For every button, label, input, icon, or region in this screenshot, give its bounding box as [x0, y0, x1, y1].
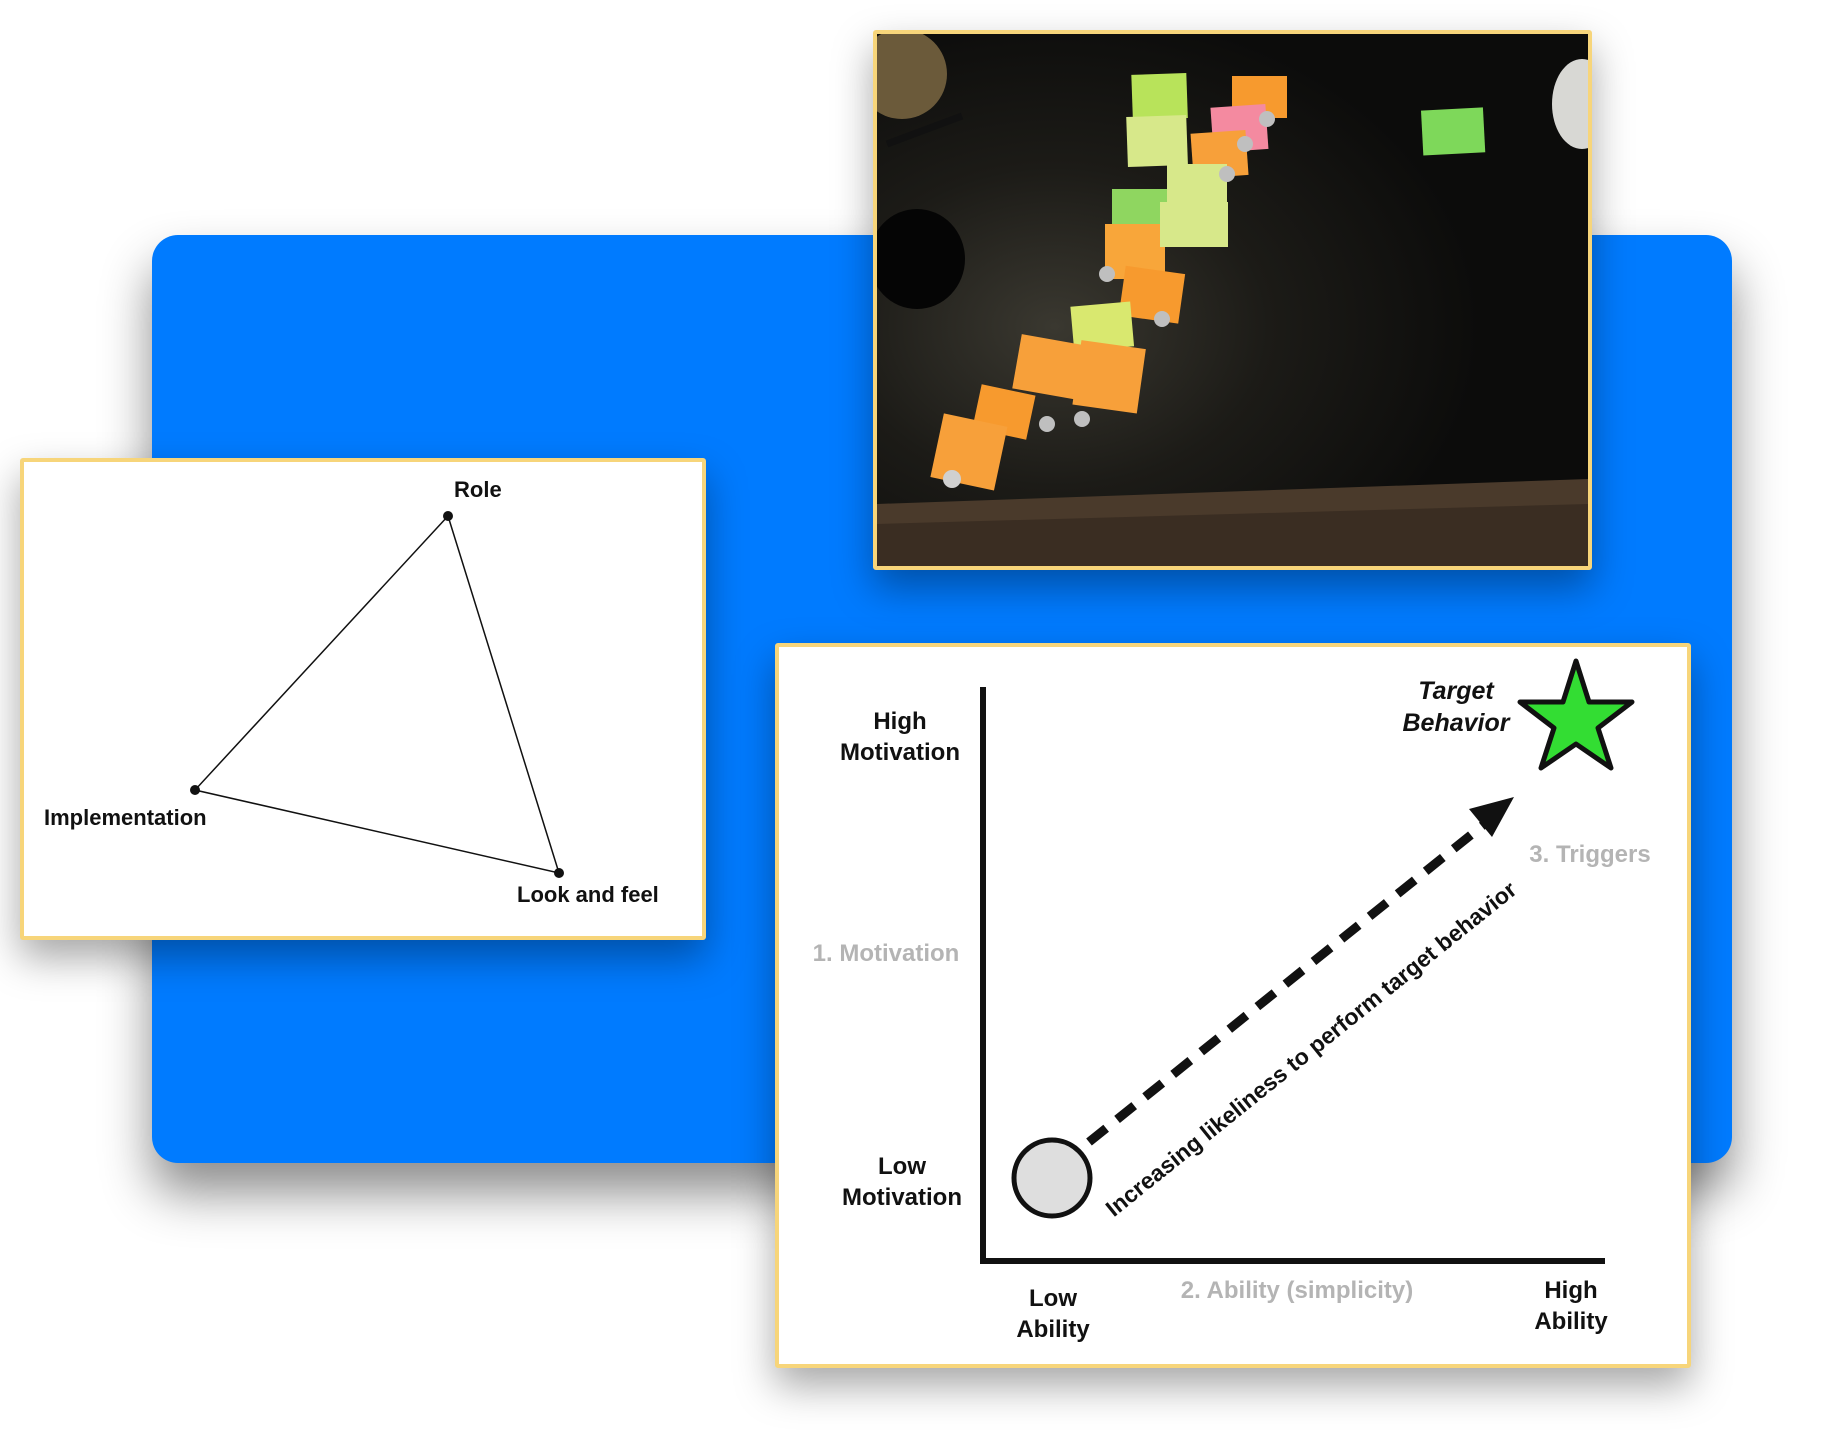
y-axis-title: 1. Motivation [813, 940, 960, 967]
fogg-behavior-model: High Motivation 1. Motivation Low Motiva… [813, 658, 1651, 1343]
x-low-label-line1: Low [1029, 1285, 1077, 1312]
start-circle [1011, 1137, 1093, 1219]
fogg-behavior-model-card: High Motivation 1. Motivation Low Motiva… [775, 643, 1691, 1368]
sticky-note-green-right [1420, 107, 1486, 156]
sticky-note-group-left [930, 72, 1188, 491]
vertex-dot-role [443, 511, 453, 521]
vertex-label-role: Role [454, 477, 502, 502]
target-star-icon [1517, 658, 1635, 771]
behavior-arrow-line [1086, 818, 1490, 1146]
vertex-dot-implementation [190, 785, 200, 795]
sticky-notes-photo-card [873, 30, 1592, 570]
x-low-label-line2: Ability [1016, 1316, 1090, 1343]
sticky-notes-photo [877, 34, 1588, 566]
triangle-outline [193, 514, 561, 875]
vertex-dot-look-and-feel [554, 868, 564, 878]
y-low-label-line2: Motivation [842, 1184, 962, 1211]
target-label-line1: Target [1418, 677, 1495, 705]
triggers-label: 3. Triggers [1529, 841, 1650, 868]
vertex-label-look-and-feel: Look and feel [517, 882, 659, 907]
behavior-arrow-head [1469, 797, 1514, 837]
x-axis-title: 2. Ability (simplicity) [1181, 1277, 1414, 1304]
y-high-label-line1: High [873, 708, 926, 735]
triangle-diagram: Role Implementation Look and feel [44, 477, 659, 907]
y-low-label-line1: Low [878, 1153, 926, 1180]
triangle-diagram-card: Role Implementation Look and feel [20, 458, 706, 940]
y-high-label-line2: Motivation [840, 739, 960, 766]
vertex-label-implementation: Implementation [44, 805, 207, 830]
x-high-label-line2: Ability [1534, 1308, 1608, 1335]
x-high-label-line1: High [1544, 1277, 1597, 1304]
target-label-line2: Behavior [1403, 709, 1511, 737]
sticky-note-group-middle [1160, 76, 1287, 247]
arrow-label: Increasing likeliness to perform target … [1101, 876, 1522, 1221]
